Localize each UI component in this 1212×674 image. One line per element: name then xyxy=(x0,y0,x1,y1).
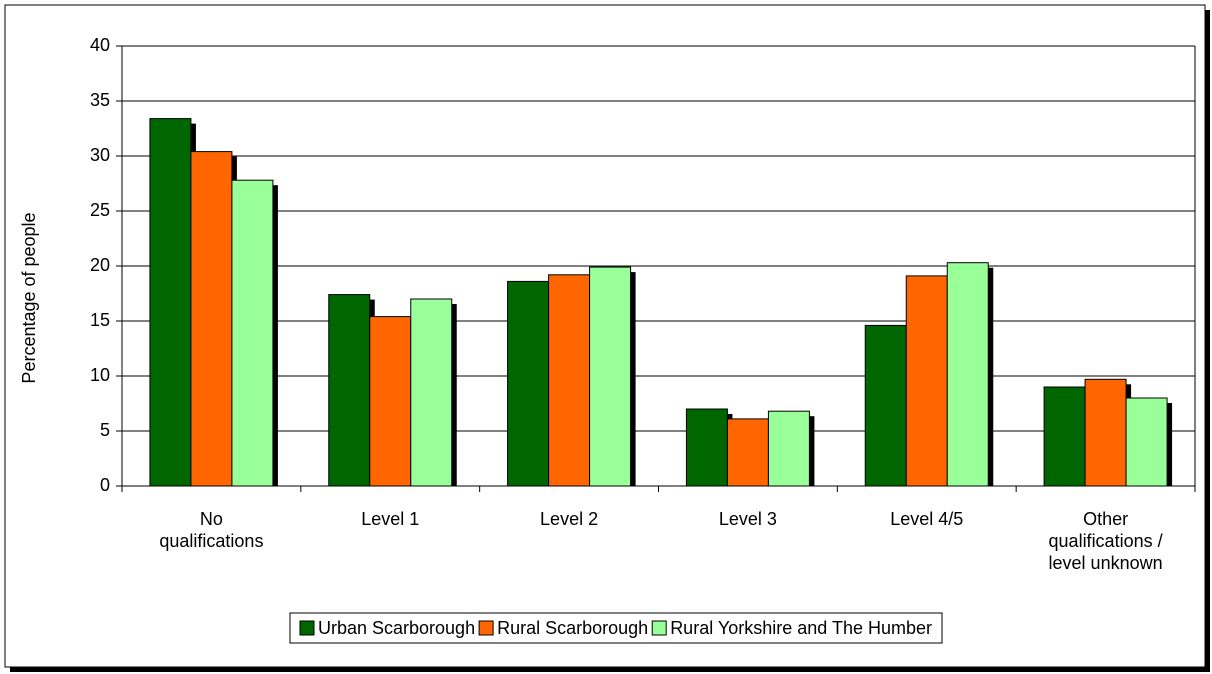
bar xyxy=(507,280,550,487)
x-tick-label: Level 4/5 xyxy=(890,509,964,529)
legend-label: Rural Yorkshire and The Humber xyxy=(670,618,932,638)
bar xyxy=(726,418,769,487)
x-tick-label: No qualifications xyxy=(159,509,264,551)
y-tick-label: 20 xyxy=(90,255,110,275)
y-axis-label: Percentage of people xyxy=(19,212,39,383)
y-tick-label: 40 xyxy=(90,35,110,55)
bar xyxy=(548,274,591,487)
bar xyxy=(946,262,989,487)
bar xyxy=(190,151,233,487)
x-tick-label: Level 1 xyxy=(361,509,420,529)
bar xyxy=(589,266,632,487)
y-tick-label: 0 xyxy=(100,475,110,495)
bar xyxy=(1125,397,1168,487)
bar xyxy=(767,410,810,487)
bar xyxy=(905,275,948,487)
legend-swatch xyxy=(651,620,667,636)
bar xyxy=(369,316,412,487)
legend-frame xyxy=(289,612,943,644)
y-tick-label: 5 xyxy=(100,420,110,440)
bar xyxy=(149,118,192,487)
bar xyxy=(231,179,274,487)
y-tick-label: 25 xyxy=(90,200,110,220)
bar xyxy=(685,408,728,487)
y-tick-label: 30 xyxy=(90,145,110,165)
legend-swatch xyxy=(478,620,494,636)
x-tick-label: Level 3 xyxy=(718,509,777,529)
legend-label: Urban Scarborough xyxy=(318,618,475,638)
bar xyxy=(1084,378,1127,487)
bar xyxy=(410,298,453,487)
x-tick-label: Level 2 xyxy=(540,509,599,529)
x-tick-label: Other qualifications / level unknown xyxy=(1048,509,1163,573)
y-tick-label: 15 xyxy=(90,310,110,330)
bar xyxy=(864,324,907,487)
y-tick-label: 35 xyxy=(90,90,110,110)
legend-label: Rural Scarborough xyxy=(497,618,648,638)
bar xyxy=(328,294,371,487)
bar xyxy=(1043,386,1086,487)
y-tick-label: 10 xyxy=(90,365,110,385)
legend-swatch xyxy=(299,620,315,636)
